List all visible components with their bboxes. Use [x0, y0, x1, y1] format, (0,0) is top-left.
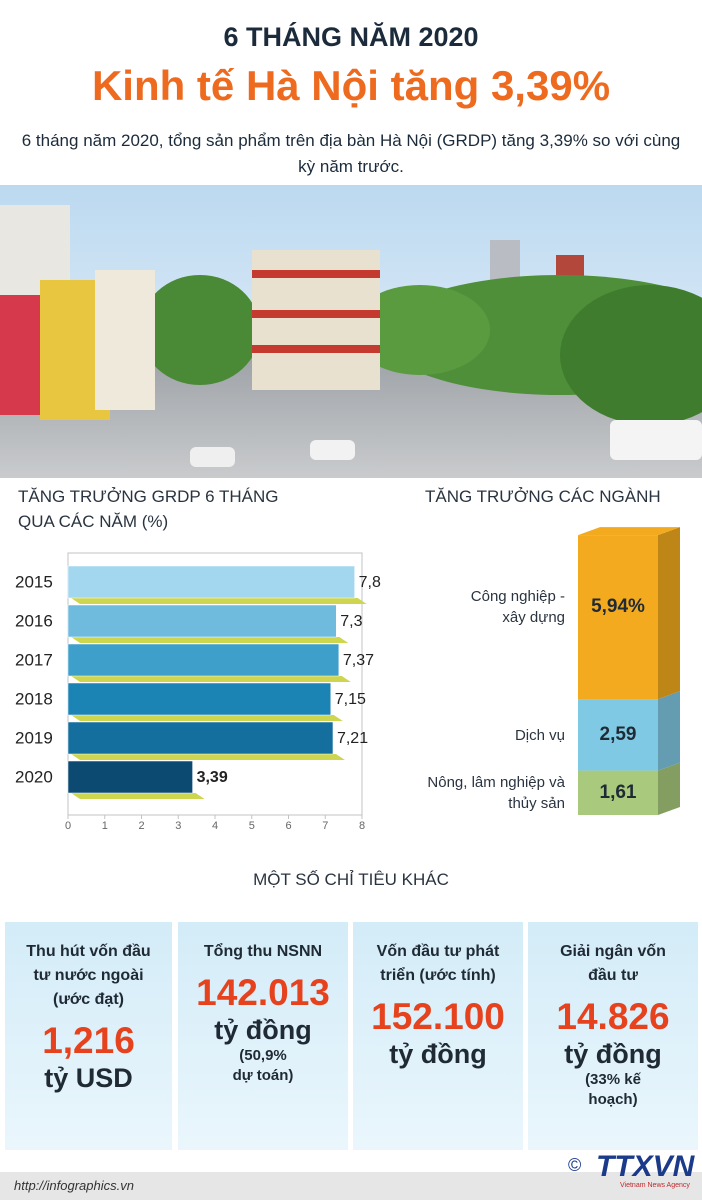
x-tick-label: 7 [322, 820, 328, 832]
indicator-note: (50,9% dự toán) [232, 1047, 294, 1084]
indicator-label: Giải ngân vốn đầu tư [560, 943, 666, 984]
value-label: 1,61 [600, 782, 637, 803]
category-label: Công nghiệp - xây dựng [470, 588, 565, 627]
indicator-card: Giải ngân vốn đầu tư 14.826 tỷ đồng (33% kế… [528, 922, 698, 1150]
charts: 0 1 2 3 4 5 6 7 8 2015 7,8 2016 7,3 2017 7,37 2018 7,15 2… [15, 527, 680, 832]
value-label: 2,59 [600, 724, 637, 745]
bar-shadow [71, 676, 351, 682]
column-side [658, 691, 680, 771]
column-segment [578, 770, 658, 815]
indicator-card: Vốn đầu tư phát triển (ước tính) 152.100 t… [353, 922, 523, 1150]
column-top [578, 527, 680, 536]
column-segment [578, 699, 658, 771]
category-label: 2020 [15, 767, 53, 786]
column-side [658, 762, 680, 815]
column-side [658, 527, 680, 700]
chart-title: TĂNG TRƯỞNG CÁC NGÀNH [425, 487, 661, 506]
indicator-note: (33% kế hoạch) [585, 1071, 641, 1108]
category-label: 2017 [15, 650, 53, 669]
footer-url: http://infographics.vn [14, 1178, 134, 1193]
bar-shadow [71, 598, 367, 604]
indicator-card: Thu hút vốn đầu tư nước ngoài (ước đạt) 1… [5, 922, 172, 1150]
x-tick-label: 5 [249, 820, 255, 832]
bar [67, 760, 193, 794]
x-tick-label: 4 [212, 820, 218, 832]
bar [67, 682, 332, 716]
indicators-title: MỘT SỐ CHỈ TIÊU KHÁC [253, 870, 449, 889]
value-label: 5,94% [591, 596, 645, 617]
indicator-unit: tỷ USD [44, 1063, 133, 1093]
footer: http://infographics.vn © TTXVN Vietnam N… [0, 1150, 702, 1200]
bar-shadow [71, 754, 345, 760]
value-label: 3,39 [197, 769, 228, 786]
indicator-unit: tỷ đồng [564, 1039, 662, 1069]
x-tick-label: 6 [285, 820, 291, 832]
summary: 6 tháng năm 2020, tổng sản phẩm trên địa… [21, 131, 681, 176]
chart-title: TĂNG TRƯỞNG GRDP 6 THÁNG QUA CÁC NĂM (%) [18, 487, 279, 531]
bar [67, 565, 355, 599]
bar [67, 721, 334, 755]
value-label: 7,37 [343, 652, 374, 669]
brand-sub: Vietnam News Agency [620, 1182, 690, 1189]
bar-shadow [71, 637, 349, 643]
indicator-value: 14.826 [556, 996, 670, 1037]
value-label: 7,21 [337, 730, 368, 747]
category-label: 2016 [15, 611, 53, 630]
x-tick-label: 8 [359, 820, 365, 832]
category-label: Nông, lâm nghiệp và thủy sản [427, 773, 565, 812]
bar [67, 643, 340, 677]
indicator-label: Thu hút vốn đầu tư nước ngoài (ước đạt) [26, 943, 151, 1008]
value-label: 7,15 [335, 691, 366, 708]
indicator-card: Tổng thu NSNN 142.013 tỷ đồng (50,9% dự toá… [178, 922, 348, 1150]
indicator-value: 1,216 [42, 1020, 135, 1061]
category-label: Dịch vụ [514, 726, 565, 744]
x-tick-label: 1 [102, 820, 108, 832]
column-segment [578, 535, 658, 700]
headline: Kinh tế Hà Nội tăng 3,39% [91, 62, 611, 109]
bar-shadow [71, 793, 205, 799]
bar [67, 604, 337, 638]
indicator-label: Tổng thu NSNN [203, 943, 323, 960]
category-label: 2019 [15, 728, 53, 747]
value-label: 7,8 [359, 574, 381, 591]
x-tick-label: 3 [175, 820, 181, 832]
kicker: 6 THÁNG NĂM 2020 [223, 22, 479, 52]
category-label: 2018 [15, 689, 53, 708]
x-tick-label: 0 [65, 820, 71, 832]
category-label: 2015 [15, 572, 53, 591]
indicator-unit: tỷ đồng [389, 1039, 487, 1069]
city-photo [0, 185, 702, 478]
copyright: © [568, 1155, 582, 1175]
bar-shadow [71, 715, 343, 721]
brand: TTXVN [596, 1150, 695, 1183]
indicator-label: Vốn đầu tư phát triển (ước tính) [376, 943, 500, 984]
x-tick-label: 2 [138, 820, 144, 832]
indicator-value: 152.100 [371, 996, 505, 1037]
value-label: 7,3 [340, 613, 362, 630]
indicator-unit: tỷ đồng [214, 1015, 312, 1045]
indicator-value: 142.013 [196, 972, 330, 1013]
